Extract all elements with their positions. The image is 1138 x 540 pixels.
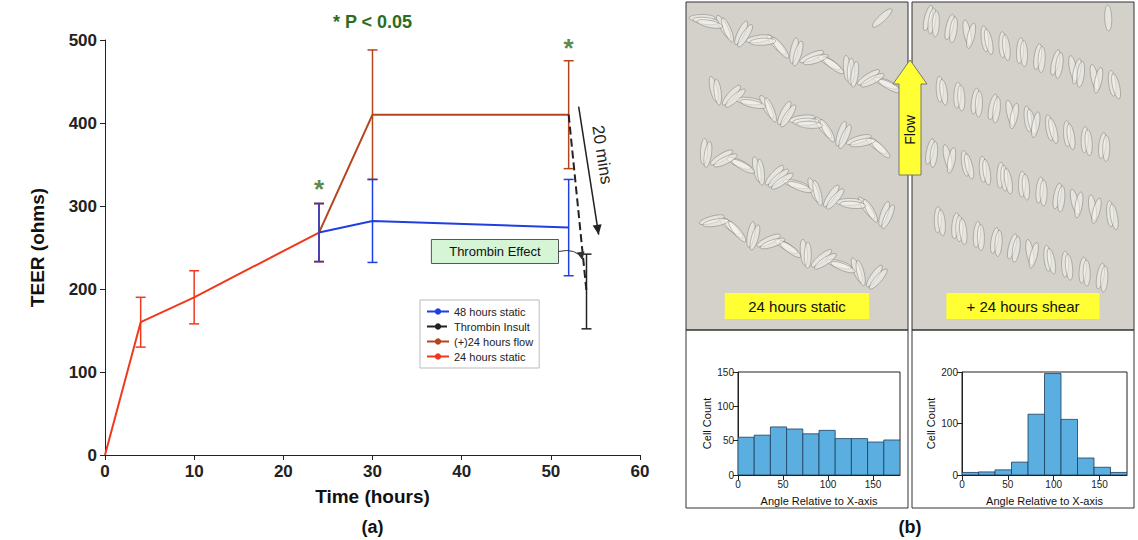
svg-text:20: 20 (274, 462, 293, 481)
svg-text:Flow: Flow (902, 114, 918, 144)
svg-text:100: 100 (717, 401, 734, 412)
svg-text:0: 0 (735, 479, 741, 490)
svg-text:TEER (ohms): TEER (ohms) (27, 188, 48, 307)
svg-text:50: 50 (1002, 479, 1014, 490)
svg-text:24 hours static: 24 hours static (748, 298, 846, 315)
svg-text:100: 100 (69, 363, 97, 382)
svg-text:400: 400 (69, 114, 97, 133)
svg-text:100: 100 (820, 479, 837, 490)
svg-text:(+)24 hours flow: (+)24 hours flow (454, 336, 533, 348)
svg-text:100: 100 (1045, 479, 1062, 490)
svg-text:0: 0 (959, 479, 965, 490)
svg-text:* P < 0.05: * P < 0.05 (333, 12, 412, 32)
svg-text:Time (hours): Time (hours) (315, 486, 430, 507)
svg-text:50: 50 (541, 462, 560, 481)
svg-text:24 hours static: 24 hours static (454, 351, 526, 363)
svg-text:*: * (314, 174, 325, 204)
svg-text:150: 150 (717, 367, 734, 378)
svg-text:500: 500 (69, 31, 97, 50)
svg-text:Cell Count: Cell Count (925, 398, 937, 449)
svg-text:0: 0 (88, 446, 97, 465)
svg-text:Cell Count: Cell Count (701, 398, 713, 449)
svg-text:150: 150 (1091, 479, 1108, 490)
svg-text:150: 150 (865, 479, 882, 490)
svg-text:Angle Relative to X-axis: Angle Relative to X-axis (986, 495, 1103, 507)
svg-text:50: 50 (723, 435, 735, 446)
svg-text:*: * (564, 33, 575, 63)
svg-text:100: 100 (941, 418, 958, 429)
svg-text:300: 300 (69, 197, 97, 216)
svg-text:20 mins: 20 mins (588, 124, 616, 186)
svg-text:60: 60 (631, 462, 650, 481)
svg-text:10: 10 (185, 462, 204, 481)
svg-text:40: 40 (452, 462, 471, 481)
svg-text:(b): (b) (899, 517, 922, 537)
svg-text:Angle Relative to X-axis: Angle Relative to X-axis (761, 495, 878, 507)
svg-text:50: 50 (777, 479, 789, 490)
svg-text:200: 200 (69, 280, 97, 299)
svg-text:Thrombin Effect: Thrombin Effect (449, 244, 541, 259)
svg-text:(a): (a) (362, 517, 384, 537)
svg-text:0: 0 (728, 470, 734, 481)
svg-text:0: 0 (952, 470, 958, 481)
svg-text:48 hours static: 48 hours static (454, 306, 526, 318)
svg-text:Thrombin Insult: Thrombin Insult (454, 321, 530, 333)
svg-text:200: 200 (941, 367, 958, 378)
svg-text:30: 30 (363, 462, 382, 481)
svg-text:0: 0 (100, 462, 109, 481)
svg-text:+ 24 hours shear: + 24 hours shear (967, 298, 1080, 315)
